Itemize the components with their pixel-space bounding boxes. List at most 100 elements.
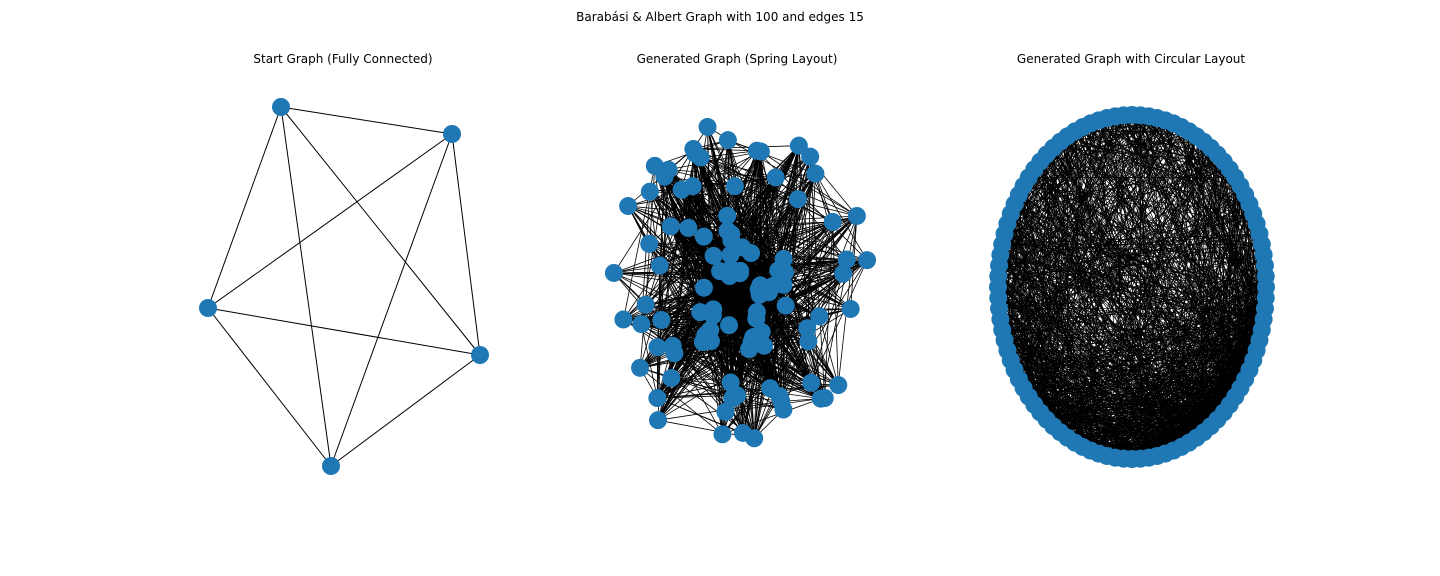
circular-edge xyxy=(1181,126,1266,266)
circular-edge xyxy=(1000,254,1205,433)
spring-node xyxy=(788,190,807,209)
spring-node xyxy=(815,388,834,407)
circular-edge xyxy=(1046,154,1257,225)
spring-node xyxy=(672,180,691,199)
circular-edge xyxy=(998,161,1224,299)
spring-node xyxy=(640,234,659,253)
circular-edge xyxy=(1004,168,1230,235)
circular-edge xyxy=(1188,213,1254,443)
circular-edge xyxy=(1000,123,1174,256)
spring-edge xyxy=(613,272,731,383)
spring-node xyxy=(614,310,633,329)
circular-edge xyxy=(1074,131,1084,447)
spring-edge xyxy=(810,259,868,383)
circular-edge xyxy=(1106,233,1260,457)
spring-node xyxy=(747,141,766,160)
circular-edge xyxy=(998,120,1166,309)
spring-node xyxy=(847,206,866,225)
circular-edge xyxy=(1203,276,1267,433)
circular-edge xyxy=(1173,204,1250,451)
circular-edge xyxy=(1090,123,1241,187)
start-graph-edge xyxy=(207,106,282,309)
circular-edge xyxy=(1067,135,1250,205)
spring-edge xyxy=(700,157,833,223)
spring-edge xyxy=(664,176,726,412)
start-graph-edge xyxy=(330,354,481,467)
circular-edge xyxy=(1007,117,1108,224)
spring-edge xyxy=(693,148,847,260)
spring-node xyxy=(718,131,737,150)
start-graph-edge xyxy=(207,307,332,467)
circular-edge xyxy=(1123,275,1267,459)
circular-edge xyxy=(998,177,1236,299)
circular-edge xyxy=(1156,117,1264,255)
spring-edge xyxy=(783,258,847,260)
spring-node xyxy=(659,160,678,179)
spring-node xyxy=(769,261,788,280)
spring-edge xyxy=(783,258,851,310)
spring-node xyxy=(834,264,853,283)
spring-edge xyxy=(760,151,785,259)
spring-node xyxy=(679,218,698,237)
circular-edge xyxy=(1164,120,1241,389)
circular-edge xyxy=(1090,275,1266,451)
circular-edge xyxy=(1140,115,1267,277)
spring-edge xyxy=(649,239,732,245)
spring-node xyxy=(806,164,825,183)
spring-node xyxy=(730,264,749,283)
spring-node xyxy=(772,392,791,411)
spring-edge xyxy=(785,305,812,383)
circular-edge xyxy=(998,123,1174,309)
circular-edge xyxy=(1164,154,1218,454)
circular-edge xyxy=(1165,120,1263,245)
start-graph-edge xyxy=(207,307,481,356)
start-graph-node xyxy=(272,98,290,116)
circular-edge xyxy=(1004,275,1266,341)
circular-edge xyxy=(1090,123,1246,196)
spring-edge xyxy=(750,198,799,254)
spring-edge xyxy=(659,265,662,320)
spring-edge xyxy=(657,156,811,421)
start-graph-panel xyxy=(199,98,489,475)
spring-edge xyxy=(700,157,799,200)
spring-node xyxy=(652,310,671,329)
circular-edge xyxy=(1033,115,1124,405)
spring-edge xyxy=(672,345,723,435)
spring-node xyxy=(716,402,735,421)
spring-edge xyxy=(807,341,822,399)
panel-title-spring-layout: Generated Graph (Spring Layout) xyxy=(636,52,838,66)
spring-edge xyxy=(707,126,826,399)
circular-edge xyxy=(1156,213,1254,457)
spring-node xyxy=(766,168,785,187)
start-graph-node xyxy=(199,299,217,317)
spring-node xyxy=(837,250,856,269)
spring-edge xyxy=(761,215,858,333)
circular-edge xyxy=(1123,254,1264,459)
spring-edge xyxy=(623,265,661,320)
spring-node xyxy=(721,245,740,264)
circular-node xyxy=(1256,267,1275,286)
spring-edge xyxy=(832,221,839,386)
spring-edge xyxy=(752,259,847,338)
circular-edge xyxy=(1023,185,1254,215)
panel-title-start-graph: Start Graph (Fully Connected) xyxy=(253,52,433,66)
spring-edge xyxy=(734,186,808,329)
circular-edge xyxy=(1046,254,1264,420)
panel-title-circular-layout: Generated Graph with Circular Layout xyxy=(1016,52,1246,66)
circular-edge xyxy=(1040,275,1266,413)
circular-edge xyxy=(1196,223,1257,438)
spring-edge xyxy=(657,255,714,348)
start-graph-edge xyxy=(280,106,453,135)
spring-node xyxy=(645,156,664,175)
circular-edge xyxy=(1014,168,1230,205)
spring-node xyxy=(798,319,817,338)
circular-edge xyxy=(1002,233,1260,245)
spring-edge xyxy=(649,243,770,293)
circular-edge xyxy=(998,213,1254,309)
spring-edge xyxy=(674,327,808,354)
spring-edge xyxy=(729,275,851,310)
spring-node xyxy=(648,338,667,357)
spring-node xyxy=(810,307,829,326)
circular-edge xyxy=(1067,147,1212,438)
circular-edge xyxy=(1002,243,1265,266)
